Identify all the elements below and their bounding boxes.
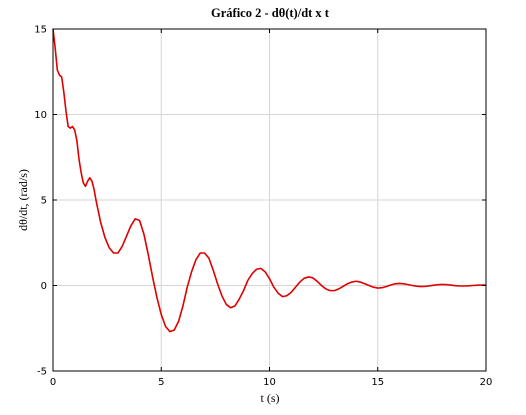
x-tick-label: 0 <box>50 377 56 388</box>
y-tick-label: 10 <box>34 110 47 121</box>
x-tick-label: 5 <box>158 377 164 388</box>
y-axis-label: dθ/dt, (rad/s) <box>16 169 30 231</box>
series-layer <box>52 28 487 333</box>
y-tick-label: 5 <box>41 196 47 207</box>
y-tick-label: 15 <box>34 25 47 36</box>
x-axis-label: t (s) <box>261 391 280 405</box>
grid-lines <box>52 28 487 372</box>
series-line-0 <box>52 28 487 333</box>
axis-ticks <box>52 28 487 372</box>
chart-title: Gráfico 2 - dθ(t)/dt x t <box>211 6 330 20</box>
y-tick-label: -5 <box>37 367 47 378</box>
x-tick-label: 10 <box>263 377 276 388</box>
x-tick-label: 20 <box>480 377 493 388</box>
y-tick-label: 0 <box>41 281 47 292</box>
x-tick-label: 15 <box>371 377 384 388</box>
